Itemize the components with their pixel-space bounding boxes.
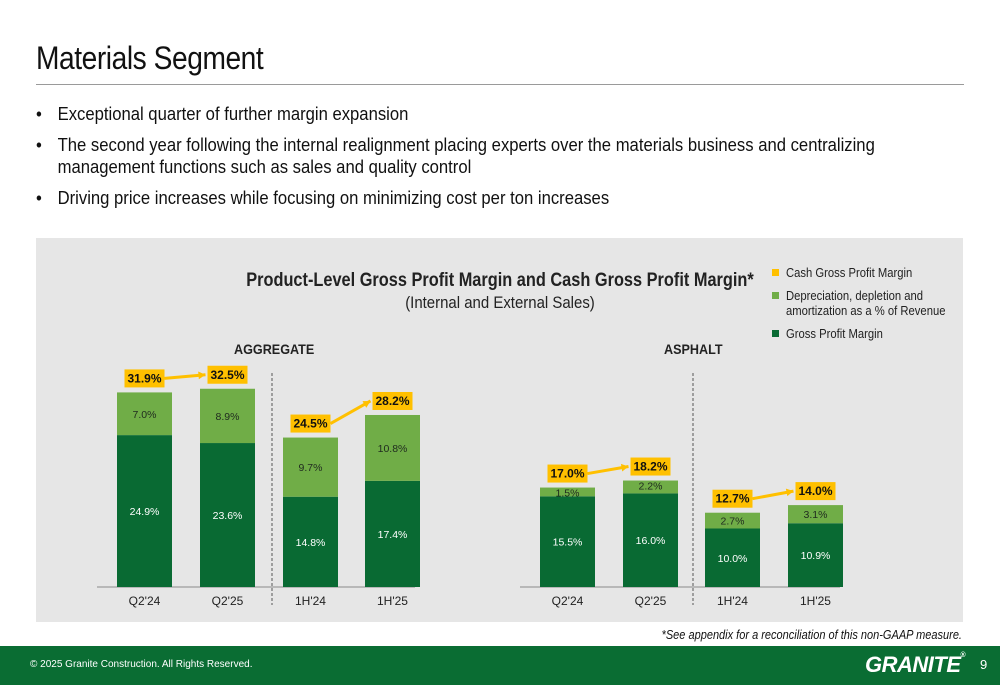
dda-label: 1.5% [556, 488, 580, 500]
granite-logo: GRANITE® [865, 652, 966, 677]
dda-label: 3.1% [804, 509, 828, 521]
gross-profit-bar [200, 443, 255, 587]
legend-item-gross-profit: Gross Profit Margin [772, 327, 962, 342]
cash-gp-label: 14.0% [798, 484, 832, 498]
dda-bar [540, 487, 595, 497]
legend-label: Cash Gross Profit Margin [786, 266, 913, 280]
x-tick-label: Q2'25 [212, 594, 244, 608]
gross-profit-label: 10.0% [718, 553, 748, 565]
footnote: *See appendix for a reconciliation of th… [661, 628, 962, 642]
growth-arrow-head [362, 400, 371, 408]
section-label-aggregate: AGGREGATE [234, 341, 315, 357]
dda-bar [283, 437, 338, 497]
cash-gp-label: 17.0% [550, 467, 584, 481]
growth-arrow-head [785, 488, 794, 497]
dda-label: 2.2% [639, 481, 663, 493]
bullet-item: Driving price increases while focusing o… [36, 187, 963, 209]
cash-gp-callout [547, 464, 588, 483]
gross-profit-label: 24.9% [130, 506, 160, 518]
legend-swatch [772, 330, 779, 337]
cash-gp-callout [795, 482, 836, 501]
gross-profit-bar [117, 435, 172, 587]
dda-bar [117, 392, 172, 436]
x-tick-label: 1H'25 [377, 594, 408, 608]
gross-profit-bar [623, 493, 678, 587]
cash-gp-label: 12.7% [715, 492, 749, 506]
page-title: Materials Segment [36, 40, 264, 76]
dda-label: 2.7% [721, 516, 745, 528]
dda-bar [623, 480, 678, 494]
x-tick-label: Q2'24 [552, 594, 584, 608]
gross-profit-label: 15.5% [553, 537, 583, 549]
gross-profit-label: 10.9% [801, 550, 831, 562]
title-divider [36, 84, 964, 85]
legend-label: Gross Profit Margin [786, 327, 883, 341]
legend-label: Depreciation, depletion and amortization… [786, 289, 946, 318]
cash-gp-label: 28.2% [375, 394, 409, 408]
growth-arrow [329, 399, 372, 425]
cash-gp-callout [207, 365, 248, 384]
gross-profit-bar [283, 496, 338, 587]
copyright-text: © 2025 Granite Construction. All Rights … [30, 659, 253, 670]
dda-bar [200, 388, 255, 444]
dda-label: 10.8% [378, 443, 408, 455]
gross-profit-bar [788, 523, 843, 587]
gross-profit-label: 16.0% [636, 535, 666, 547]
cash-gp-label: 31.9% [127, 371, 161, 385]
cash-gp-callout [712, 489, 753, 508]
page-number: 9 [980, 657, 988, 672]
x-tick-label: Q2'24 [129, 594, 161, 608]
bullet-list: Exceptional quarter of further margin ex… [36, 103, 976, 218]
chart-legend: Cash Gross Profit Margin Depreciation, d… [772, 266, 962, 350]
section-label-asphalt: ASPHALT [664, 341, 723, 357]
dda-bar [788, 505, 843, 524]
dda-bar [705, 512, 760, 529]
bullet-item: The second year following the internal r… [36, 134, 963, 178]
chart-subtitle: (Internal and External Sales) [405, 293, 595, 312]
gross-profit-bar [705, 528, 760, 587]
bullet-item: Exceptional quarter of further margin ex… [36, 103, 963, 125]
legend-item-cash-gp: Cash Gross Profit Margin [772, 266, 962, 281]
cash-gp-label: 32.5% [210, 368, 244, 382]
chart-title: Product-Level Gross Profit Margin and Ca… [246, 270, 754, 291]
gross-profit-label: 23.6% [213, 510, 243, 522]
cash-gp-label: 24.5% [293, 417, 327, 431]
dda-bar [365, 414, 420, 481]
cash-gp-callout [290, 414, 331, 433]
cash-gp-callout [372, 391, 413, 410]
cash-gp-label: 18.2% [633, 460, 667, 474]
growth-arrow-head [198, 371, 206, 380]
logo-text: GRANITE [865, 652, 961, 677]
gross-profit-bar [540, 496, 595, 587]
gross-profit-label: 17.4% [378, 529, 408, 541]
footer-bar [0, 646, 1000, 685]
legend-swatch [772, 292, 779, 299]
x-tick-label: 1H'25 [800, 594, 831, 608]
dda-label: 7.0% [133, 409, 157, 421]
dda-label: 9.7% [299, 462, 323, 474]
x-tick-label: 1H'24 [295, 594, 326, 608]
cash-gp-callout [630, 457, 671, 476]
x-tick-label: 1H'24 [717, 594, 748, 608]
x-tick-label: Q2'25 [635, 594, 667, 608]
gross-profit-bar [365, 480, 420, 587]
legend-item-dda: Depreciation, depletion and amortization… [772, 289, 962, 319]
growth-arrow-head [620, 463, 629, 472]
cash-gp-callout [124, 369, 165, 388]
dda-label: 8.9% [216, 411, 240, 423]
legend-swatch [772, 269, 779, 276]
gross-profit-label: 14.8% [296, 537, 326, 549]
